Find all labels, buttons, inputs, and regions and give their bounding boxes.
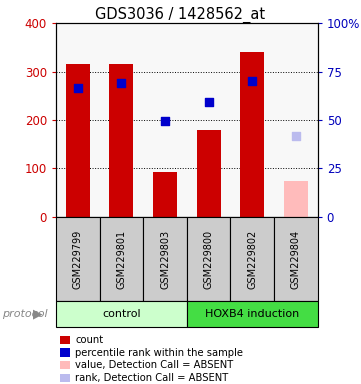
Point (206, 99, 212, 105)
Text: HOXB4 induction: HOXB4 induction (205, 309, 299, 319)
Text: rank, Detection Call = ABSENT: rank, Detection Call = ABSENT (75, 373, 229, 383)
Text: GSM229802: GSM229802 (247, 230, 257, 289)
Text: value, Detection Call = ABSENT: value, Detection Call = ABSENT (75, 360, 233, 370)
Bar (240, 52, 264, 217)
Text: ▶: ▶ (33, 308, 43, 321)
Point (75, 85, 81, 91)
Point (118, 79, 124, 86)
Bar (197, 130, 221, 217)
Text: GDS3036 / 1428562_at: GDS3036 / 1428562_at (95, 7, 266, 23)
Bar (153, 172, 177, 217)
Point (293, 132, 299, 139)
Bar (109, 64, 133, 217)
Text: protocol: protocol (2, 309, 47, 319)
Text: count: count (75, 335, 103, 345)
Text: GSM229799: GSM229799 (73, 230, 83, 289)
Point (162, 118, 168, 124)
Text: control: control (102, 309, 141, 319)
Point (249, 78, 255, 84)
Bar (284, 180, 308, 217)
Text: GSM229800: GSM229800 (204, 230, 214, 289)
Text: GSM229801: GSM229801 (116, 230, 126, 289)
Text: percentile rank within the sample: percentile rank within the sample (75, 348, 243, 358)
Text: GSM229804: GSM229804 (291, 230, 301, 289)
Text: GSM229803: GSM229803 (160, 230, 170, 289)
Bar (66, 64, 90, 217)
